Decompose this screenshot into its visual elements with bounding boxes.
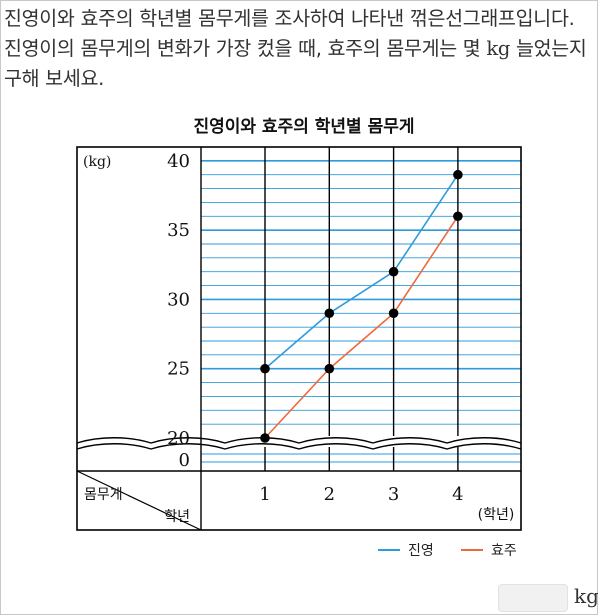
x-tick-label: 4 bbox=[452, 484, 463, 505]
y-tick-label: 30 bbox=[167, 289, 190, 310]
header-cell-diagonal bbox=[76, 470, 202, 531]
y-tick-label-zero: 0 bbox=[179, 450, 190, 471]
y-tick-label: 40 bbox=[167, 151, 190, 172]
x-tick-label: 2 bbox=[324, 484, 335, 505]
data-point-series2 bbox=[260, 433, 270, 443]
question-text-before: 진영이와 효주의 학년별 몸무게를 조사하여 나타낸 꺾은선그래프입니다. 진영… bbox=[4, 7, 575, 60]
data-point-series2 bbox=[324, 363, 335, 374]
question-unit: kg bbox=[486, 37, 511, 60]
series-line-2 bbox=[264, 215, 459, 439]
axis-break-line-lower bbox=[76, 443, 522, 450]
data-point-series1 bbox=[260, 363, 270, 374]
legend: 진영 효주 bbox=[378, 543, 517, 559]
y-axis-label: (kg) bbox=[83, 154, 111, 170]
chart-title: 진영이와 효주의 학년별 몸무게 bbox=[193, 117, 414, 137]
legend-label-2: 효주 bbox=[491, 543, 517, 559]
axis-break-line-upper bbox=[76, 437, 522, 444]
data-point-series2 bbox=[453, 211, 463, 222]
answer-input[interactable] bbox=[498, 584, 568, 612]
series-line-1 bbox=[264, 174, 459, 370]
x-axis-label: (학년) bbox=[478, 507, 515, 523]
question-text: 진영이와 효주의 학년별 몸무게를 조사하여 나타낸 꺾은선그래프입니다. 진영… bbox=[4, 4, 594, 94]
y-tick-label: 35 bbox=[167, 220, 190, 241]
header-cell-top: 몸무게 bbox=[84, 487, 123, 503]
chart-border bbox=[76, 146, 522, 531]
chart-frame bbox=[76, 146, 522, 531]
grid-lines bbox=[201, 146, 521, 471]
x-tick-label: 1 bbox=[259, 484, 270, 505]
x-tick-label: 3 bbox=[388, 484, 399, 505]
y-tick-label: 20 bbox=[167, 428, 190, 449]
answer-unit: kg bbox=[574, 584, 598, 608]
data-point-series1 bbox=[453, 169, 463, 180]
series-layer bbox=[260, 169, 463, 443]
question-text-after: 늘었는지 구해 보세요. bbox=[4, 37, 587, 90]
data-point-series1 bbox=[324, 308, 335, 319]
data-point-series2 bbox=[388, 308, 399, 319]
legend-label-1: 진영 bbox=[408, 543, 434, 559]
axis-break-gap bbox=[76, 436, 522, 447]
data-point-series1 bbox=[388, 266, 399, 277]
header-cell-bottom: 학년 bbox=[164, 509, 190, 525]
y-tick-label: 25 bbox=[167, 359, 190, 380]
